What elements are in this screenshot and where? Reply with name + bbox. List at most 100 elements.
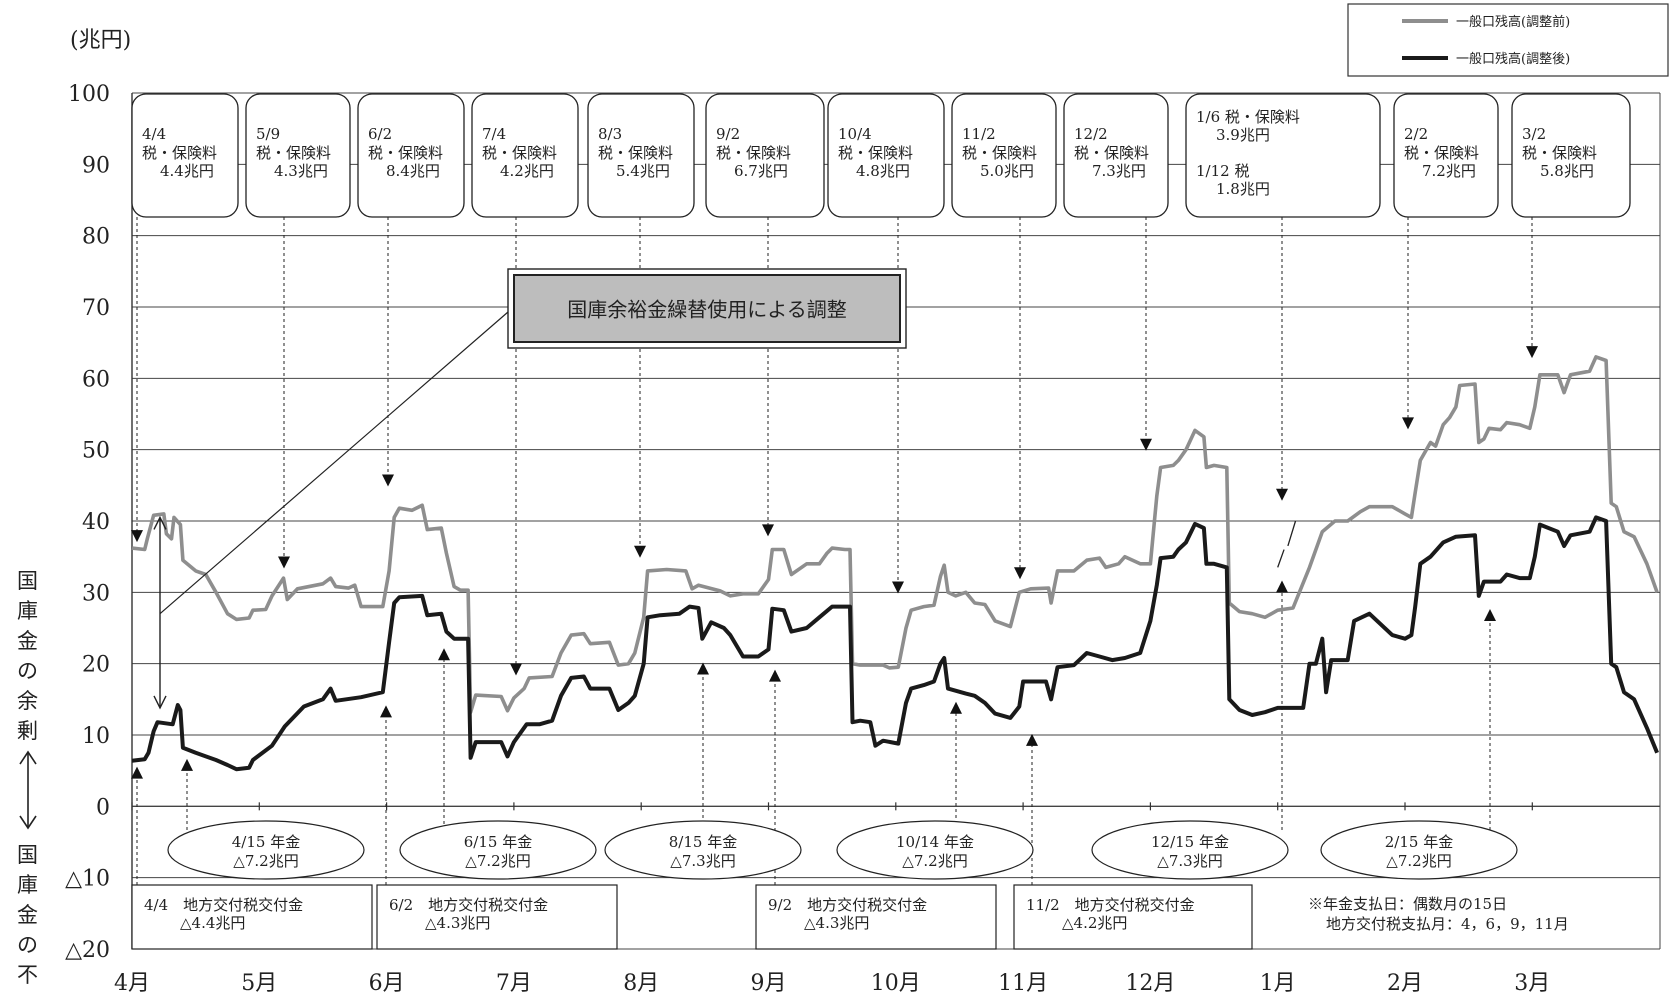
up-down-arrow-icon (19, 750, 37, 830)
series-line-after-adjustment (131, 515, 1659, 772)
receipt-box (587, 93, 695, 218)
receipt-line: 7.3兆円 (1092, 162, 1146, 180)
up-arrow-icon (950, 701, 962, 714)
up-arrow-icon (1026, 733, 1038, 746)
receipt-box (471, 93, 579, 218)
y-axis-descriptor: 国 庫 金 の 余 剰 国 庫 金 の 不 (17, 569, 38, 987)
receipt-box (245, 93, 351, 218)
y-tick-label: △10 (65, 867, 110, 892)
pension-amount: △7.3兆円 (1157, 852, 1222, 870)
up-arrow-icon (769, 669, 781, 682)
pension-amount: △7.3兆円 (670, 852, 735, 870)
pension-date: 12/15 年金 (1151, 833, 1229, 851)
receipt-line: 4.2兆円 (500, 162, 554, 180)
receipt-line: 3.9兆円 (1216, 126, 1270, 144)
receipt-box (1063, 93, 1169, 218)
receipt-line: 5.4兆円 (616, 162, 670, 180)
x-tick-label: 8月 (623, 971, 659, 996)
down-arrow-icon (1526, 346, 1538, 359)
local-tax-date: 6/2 地方交付税交付金 (389, 896, 548, 914)
receipt-line: 11/2 (962, 125, 996, 143)
x-tick-label: 4月 (114, 971, 150, 996)
down-arrow-icon (278, 556, 290, 569)
deficit-char-2: 庫 (17, 873, 38, 897)
down-arrow-icon (1014, 567, 1026, 580)
pension-amount: △7.2兆円 (1386, 852, 1451, 870)
receipt-line: 税・保険料 (598, 144, 673, 162)
receipt-line: 1/6 税・保険料 (1196, 108, 1300, 126)
pension-date: 6/15 年金 (464, 833, 532, 851)
series-lines (131, 355, 1659, 772)
local-tax-note: 地方交付税支払月：4，6，9，11月 (1326, 915, 1569, 933)
receipt-line: 5/9 (256, 125, 280, 143)
x-tick-label: 10月 (871, 971, 921, 996)
local-tax-date: 11/2 地方交付税交付金 (1026, 896, 1195, 914)
receipt-box (827, 93, 945, 218)
surplus-char-6: 剰 (17, 719, 38, 743)
down-arrow-icon (153, 695, 167, 710)
receipt-line: 税・保険料 (368, 144, 443, 162)
y-tick-label: 80 (82, 225, 110, 250)
receipt-line: 1.8兆円 (1216, 180, 1270, 198)
pension-ellipse (836, 820, 1034, 880)
pension-date: 10/14 年金 (896, 833, 974, 851)
surplus-char-1: 国 (17, 569, 38, 593)
y-tick-label: 10 (82, 724, 110, 749)
local-tax-box (1013, 884, 1253, 950)
unit-label: (兆円) (70, 28, 131, 53)
deficit-char-3: 金 (17, 903, 38, 927)
legend: 一般口残高(調整前) 一般口残高(調整後) (1347, 3, 1669, 77)
receipt-line: 8.4兆円 (386, 162, 440, 180)
local-tax-amount: △4.3兆円 (804, 914, 869, 932)
pension-date: 8/15 年金 (669, 833, 737, 851)
down-arrow-icon (1402, 417, 1414, 430)
local-tax-box (131, 884, 373, 950)
receipt-line: 5.0兆円 (980, 162, 1034, 180)
up-arrow-icon (131, 766, 143, 779)
local-tax-date: 9/2 地方交付税交付金 (768, 896, 927, 914)
adjustment-leader (159, 311, 509, 615)
pension-note: ※年金支払日：偶数月の15日 (1308, 895, 1507, 913)
up-arrow-icon (1276, 580, 1288, 593)
receipt-line: 4.3兆円 (274, 162, 328, 180)
x-axis: 4月 5月 6月 7月 8月 9月 10月 11月 12月 1月 2月 3月 (114, 802, 1550, 996)
pension-amount: △7.2兆円 (902, 852, 967, 870)
y-tick-label: 70 (82, 296, 110, 321)
receipt-line: 税・保険料 (256, 144, 331, 162)
deficit-char-5: 不 (17, 963, 38, 987)
pension-ellipse (604, 820, 802, 880)
receipt-line: 税・保険料 (962, 144, 1037, 162)
receipt-box (1393, 93, 1499, 218)
up-arrow-icon (438, 648, 450, 661)
local-tax-box (755, 884, 997, 950)
surplus-char-3: 金 (17, 629, 38, 653)
y-tick-label: △20 (65, 938, 110, 963)
down-arrow-icon (892, 581, 904, 594)
pension-ellipse (1091, 820, 1289, 880)
adjustment-box-inner (513, 274, 901, 343)
down-arrow-icon (131, 530, 143, 543)
deficit-char-1: 国 (17, 843, 38, 867)
receipt-line: 4.8兆円 (856, 162, 910, 180)
receipt-box (1511, 93, 1631, 218)
pension-date: 2/15 年金 (1385, 833, 1453, 851)
break-marker (1277, 520, 1297, 568)
payment-notes: ※年金支払日：偶数月の15日 地方交付税支払月：4，6，9，11月 (1308, 895, 1569, 933)
receipt-line: 10/4 (838, 125, 872, 143)
pension-amount: △7.2兆円 (465, 852, 530, 870)
x-tick-label: 2月 (1387, 971, 1423, 996)
local-tax-amount: △4.2兆円 (1062, 914, 1127, 932)
pension-date: 4/15 年金 (232, 833, 300, 851)
receipt-line: 6/2 (368, 125, 392, 143)
local-tax-amount: △4.3兆円 (425, 914, 490, 932)
down-arrow-icon (762, 524, 774, 537)
legend-before-label: 一般口残高(調整前) (1456, 14, 1570, 30)
y-tick-label: 30 (82, 581, 110, 606)
receipt-line: 2/2 (1404, 125, 1428, 143)
up-arrow-icon (380, 705, 392, 718)
local-tax-amount: △4.4兆円 (180, 914, 245, 932)
receipt-line: 4/4 (142, 125, 166, 143)
receipt-line: 12/2 (1074, 125, 1108, 143)
